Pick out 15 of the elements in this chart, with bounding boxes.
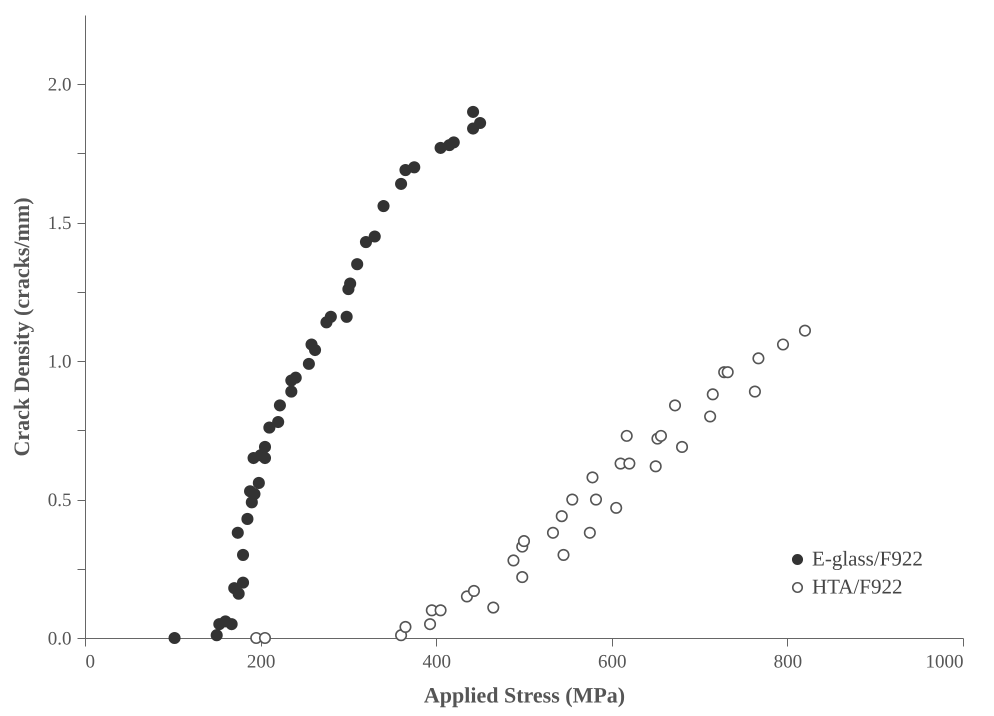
legend-label: HTA/F922: [812, 574, 902, 598]
y-tick-label: 2.0: [48, 74, 72, 96]
legend-label: E-glass/F922: [812, 546, 923, 570]
y-tick-label: 0.5: [48, 490, 72, 512]
x-axis-title: Applied Stress (MPa): [424, 682, 626, 708]
y-tick-label: 1.0: [48, 352, 72, 373]
x-tick-label: 1000: [926, 652, 964, 672]
x-tick-label: 0: [86, 652, 95, 672]
x-tick-label: 400: [422, 652, 451, 672]
y-tick-label: 0.0: [48, 628, 72, 650]
x-tick-label: 200: [246, 652, 276, 672]
x-tick-label: 800: [774, 652, 802, 672]
y-axis-title: Crack Density (cracks/mm): [8, 197, 34, 457]
y-tick-label: 1.5: [48, 213, 72, 234]
x-tick-label: 600: [598, 652, 627, 672]
